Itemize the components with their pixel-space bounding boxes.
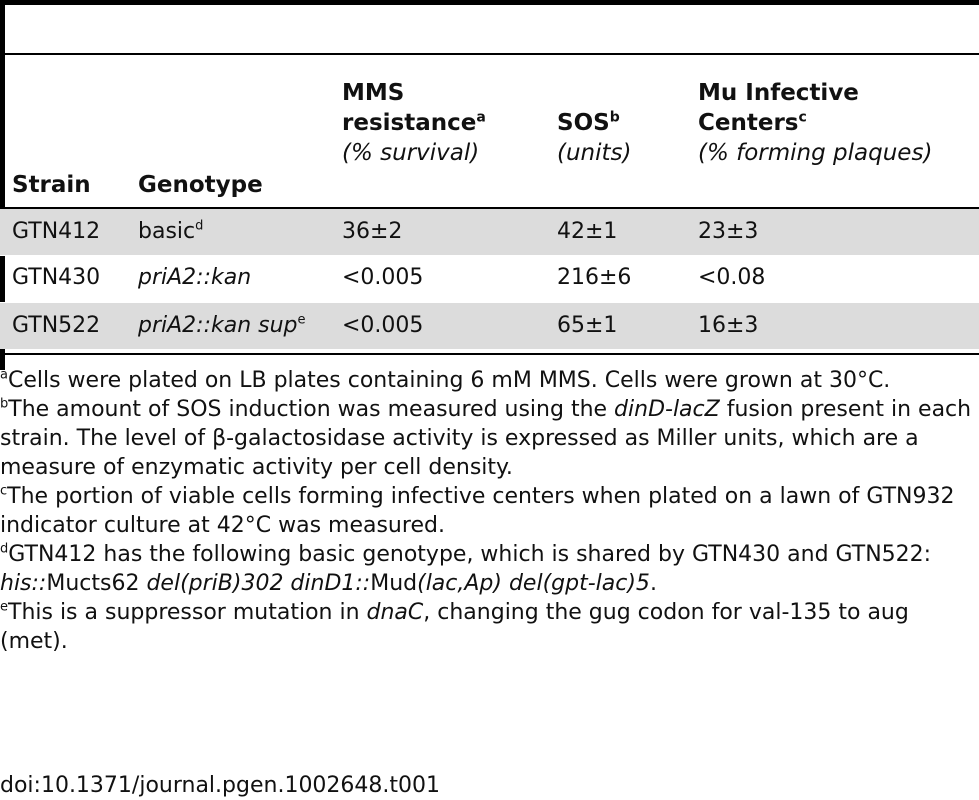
header-mms-line2: resistancea [342,108,486,138]
cell-genotype: priA2::kan supe [138,303,306,349]
header-genotype: Genotype [138,170,263,290]
cell-genotype-sup: e [297,312,306,328]
cell-mms: <0.005 [342,313,424,338]
header-bottom-rule [0,207,979,209]
cell-genotype-text: priA2::kan sup [138,313,298,338]
header-mms-line1: MMS [342,80,405,106]
footnote-a-text: Cells were plated on LB plates containin… [7,368,891,393]
footnote-b-italic: dinD-lacZ [614,397,720,422]
header-mu-sup: c [798,109,807,126]
cell-strain: GTN430 [12,265,101,290]
cell-sos: 65±1 [557,313,618,338]
footnote-d-text-1: Mucts62 [46,571,147,596]
table-row: GTN522 priA2::kan supe <0.005 65±1 16±3 [0,303,979,349]
header-sos-sup: b [609,109,620,126]
row-divider [0,302,979,303]
footnote-e-italic: dnaC [366,600,424,625]
header-sos-text: SOS [557,110,610,136]
header-sos-line1: SOSb [557,108,632,138]
header-mu-line2-text: Centers [698,110,799,136]
footnote-e: eThis is a suppressor mutation in dnaC, … [0,598,979,656]
footnote-d: dGTN412 has the following basic genotype… [0,540,979,598]
row-divider [0,255,979,256]
footnote-a-mark: a [0,367,8,383]
footnote-d-italic-1: his:: [0,571,47,596]
header-mu-line2: Centersc [698,108,932,138]
footnote-b-mark: b [0,396,9,412]
cell-genotype: priA2::kan [138,265,252,290]
header-mu-line1: Mu Infective [698,80,859,106]
header-sos: SOSb (units) [557,108,632,228]
footnote-d-italic-2: del(priB)302 dinD1:: [146,571,371,596]
cell-genotype-text: basic [138,219,196,244]
footnote-c-mark: c [0,483,8,499]
table-left-border [0,0,5,370]
header-mu-unit: (% forming plaques) [698,140,933,166]
cell-mms: <0.005 [342,265,424,290]
header-genotype-label: Genotype [138,172,263,198]
cell-mu: 16±3 [698,313,759,338]
header-mu: Mu Infective Centersc (% forming plaques… [698,78,932,198]
footnote-a: aCells were plated on LB plates containi… [0,366,979,395]
header-top-rule [0,53,979,55]
footnote-c: cThe portion of viable cells forming inf… [0,482,979,540]
footnote-d-italic-3: (lac,Ap) del(gpt-lac)5 [417,571,650,596]
cell-mu: 23±3 [698,219,759,244]
header-sos-unit: (units) [557,140,632,166]
footnote-b-pre: The amount of SOS induction was measured… [8,397,615,422]
footnote-d-text-2: Mud [370,571,418,596]
cell-mms: 36±2 [342,219,403,244]
footnote-c-text: The portion of viable cells forming infe… [0,484,955,538]
header-mms-line2-text: resistance [342,110,477,136]
doi-link[interactable]: doi:10.1371/journal.pgen.1002648.t001 [0,773,441,798]
cell-genotype-sup: d [195,218,204,234]
footnote-d-mark: d [0,541,9,557]
header-mms: MMS resistancea (% survival) [342,78,486,198]
table-top-rule [0,0,979,5]
footnote-b-post: fusion present in each strain. The level… [0,397,972,480]
header-strain-label: Strain [12,172,91,198]
cell-sos: 42±1 [557,219,618,244]
footnote-d-post: . [649,571,657,596]
footnote-b: bThe amount of SOS induction was measure… [0,395,979,482]
table-bottom-rule [0,353,979,355]
table-row: GTN412 basicd 36±2 42±1 23±3 [0,209,979,255]
table-footnotes: aCells were plated on LB plates containi… [0,366,979,656]
header-mms-sup: a [476,109,486,126]
footnote-e-mark: e [0,599,8,615]
header-strain: Strain [12,170,91,290]
footnote-e-pre: This is a suppressor mutation in [8,600,367,625]
cell-sos: 216±6 [557,265,632,290]
cell-strain: GTN522 [12,313,101,338]
table-row: GTN430 priA2::kan <0.005 216±6 <0.08 [0,255,979,301]
footnote-e-post: , changing the gug codon for val-135 to … [0,600,909,654]
footnote-d-pre: GTN412 has the following basic genotype,… [8,542,932,567]
cell-genotype: basicd [138,209,203,255]
header-mms-unit: (% survival) [342,140,480,166]
cell-mu: <0.08 [698,265,766,290]
cell-strain: GTN412 [12,219,101,244]
